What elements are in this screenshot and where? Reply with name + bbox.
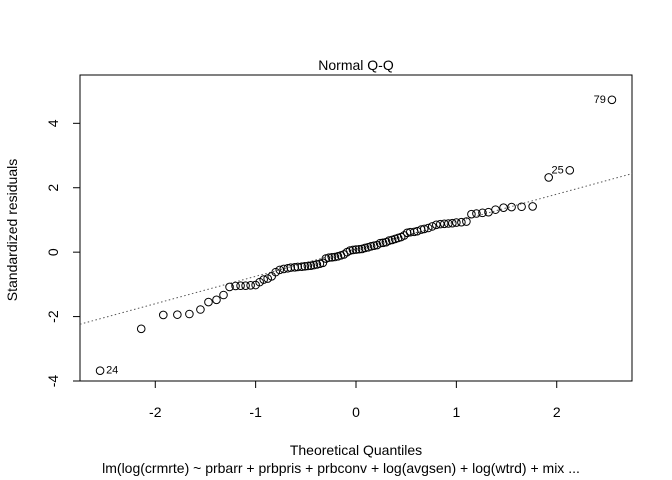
- data-point: [565, 166, 575, 175]
- data-point: [231, 281, 240, 291]
- chart-title: Normal Q-Q: [318, 57, 394, 73]
- data-point: [507, 202, 516, 212]
- data-point: [419, 224, 429, 234]
- x-tick-label: 1: [452, 404, 460, 420]
- data-point: [204, 297, 213, 307]
- data-point: [452, 218, 461, 227]
- data-point: [467, 209, 476, 219]
- data-point: [159, 310, 168, 320]
- data-point: [423, 223, 433, 233]
- x-axis-label: Theoretical Quantiles: [290, 442, 422, 458]
- data-point: [345, 246, 355, 255]
- data-point: [330, 252, 340, 262]
- data-point: [173, 310, 182, 319]
- data-point: [196, 305, 205, 314]
- model-subtitle: lm(log(crmrte) ~ prbarr + prbpris + prbc…: [102, 460, 580, 476]
- y-tick-label: 2: [45, 184, 61, 192]
- data-point: [491, 205, 500, 214]
- data-point: [462, 217, 471, 226]
- data-point: [290, 262, 300, 272]
- data-point: [327, 253, 337, 262]
- point-label: 79: [594, 94, 606, 106]
- data-point: [236, 281, 245, 290]
- data-point: [136, 324, 146, 334]
- y-axis-label: Standardized residuals: [4, 159, 20, 301]
- y-tick-label: 4: [45, 119, 61, 127]
- y-axis: -4 -2 0 2 4: [45, 119, 81, 388]
- point-label: 24: [106, 365, 118, 377]
- x-tick-label: -1: [249, 404, 262, 420]
- data-point: [544, 173, 553, 182]
- data-point: [297, 262, 307, 271]
- data-point: [303, 261, 313, 271]
- data-point: [378, 238, 388, 248]
- data-point: [607, 95, 617, 105]
- data-point: [312, 260, 322, 269]
- plot-area-border: [79, 74, 633, 382]
- data-point: [246, 281, 255, 290]
- data-point: [286, 263, 296, 272]
- data-point: [448, 218, 457, 228]
- data-point: [185, 309, 194, 319]
- data-point: [444, 219, 453, 228]
- reference-line-group: [79, 173, 633, 325]
- data-point: [517, 202, 526, 212]
- data-point: [351, 245, 361, 254]
- data-point: [499, 203, 508, 213]
- data-point: [306, 261, 316, 270]
- y-tick-label: 0: [45, 248, 61, 256]
- data-point: [241, 281, 250, 290]
- x-tick-label: -2: [149, 404, 162, 420]
- point-label: 25: [552, 164, 564, 176]
- data-point: [309, 260, 319, 270]
- x-tick-label: 0: [352, 404, 360, 420]
- data-point: [427, 222, 437, 231]
- data-point: [478, 208, 487, 218]
- data-point: [528, 202, 537, 211]
- data-point: [225, 282, 234, 292]
- data-point: [354, 244, 364, 254]
- data-point: [360, 243, 370, 253]
- reference-line: [79, 173, 633, 325]
- data-point: [300, 262, 310, 271]
- y-tick-label: -4: [45, 375, 61, 388]
- data-point: [95, 366, 105, 375]
- data-point: [324, 253, 334, 262]
- data-point: [271, 267, 281, 277]
- data-point: [457, 217, 466, 227]
- data-point: [263, 274, 272, 283]
- data-point: [339, 250, 349, 259]
- data-point: [384, 236, 394, 245]
- x-tick-label: 2: [553, 404, 561, 420]
- data-points: [95, 95, 617, 375]
- y-tick-label: -2: [45, 310, 61, 323]
- data-point: [219, 290, 228, 300]
- data-point: [431, 220, 441, 230]
- data-point: [275, 265, 285, 275]
- data-point: [369, 241, 379, 251]
- data-point: [212, 295, 221, 305]
- data-point: [375, 238, 385, 248]
- data-point: [293, 262, 303, 272]
- point-labels: 79 25 24: [106, 94, 606, 377]
- data-point: [348, 245, 358, 255]
- data-point: [259, 275, 268, 284]
- data-point: [472, 209, 481, 218]
- data-point: [366, 242, 376, 251]
- x-axis: -2 -1 0 1 2: [149, 380, 561, 420]
